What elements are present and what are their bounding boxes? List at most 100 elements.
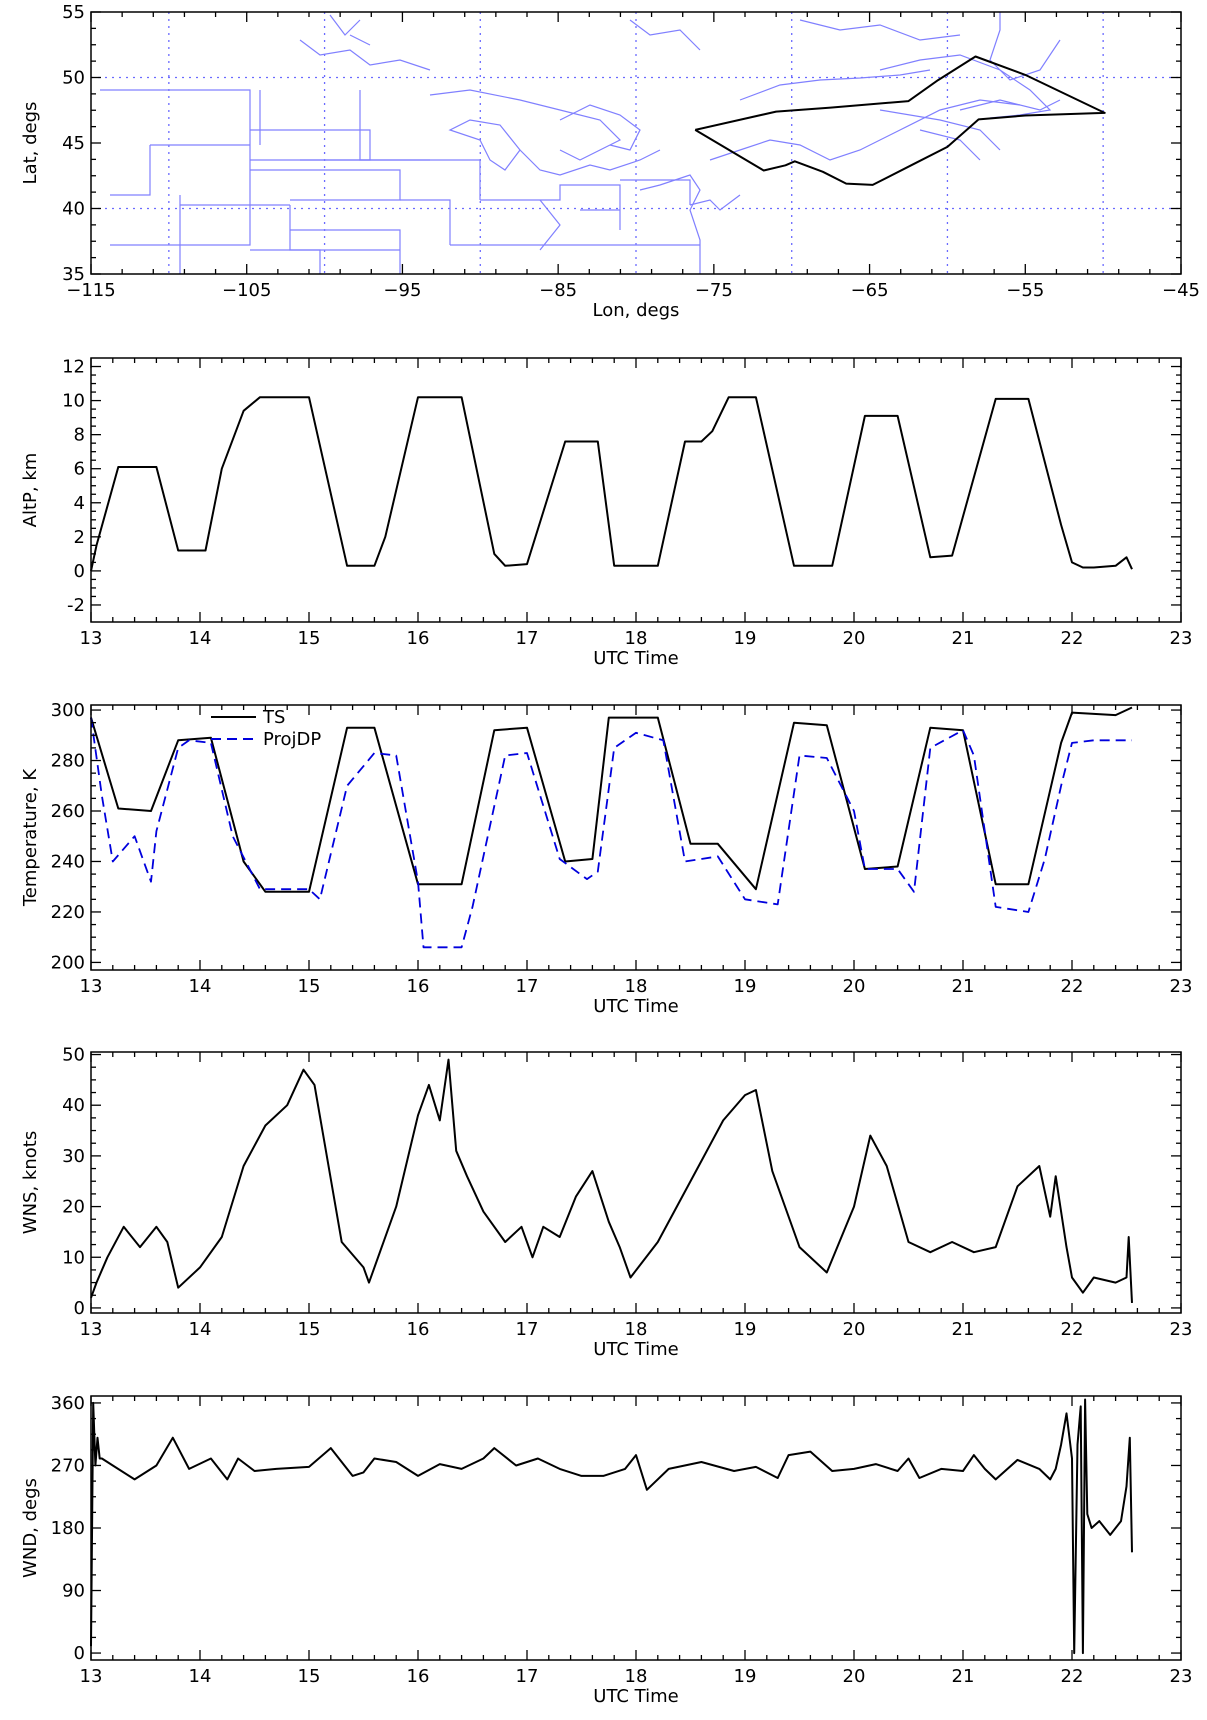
series-line-ts bbox=[90, 706, 1133, 893]
x-tick-label: −75 bbox=[695, 280, 733, 301]
x-tick-label: 14 bbox=[189, 976, 212, 997]
x-tick-label: 13 bbox=[80, 976, 103, 997]
x-tick-label: 14 bbox=[189, 1319, 212, 1340]
map-outline bbox=[989, 12, 1061, 81]
x-tick-label: 17 bbox=[516, 628, 539, 649]
y-tick-label: 10 bbox=[62, 1247, 85, 1268]
ticks bbox=[90, 1052, 1182, 1313]
x-axis-label: UTC Time bbox=[593, 1339, 678, 1360]
map-outline bbox=[539, 199, 620, 251]
series-line-wnd bbox=[90, 1398, 1133, 1655]
map-outline bbox=[559, 104, 641, 151]
y-tick-label: 12 bbox=[62, 357, 85, 378]
y-tick-label: 4 bbox=[74, 493, 85, 514]
x-axis-label: UTC Time bbox=[593, 996, 678, 1017]
plot-frame bbox=[90, 1395, 1182, 1661]
y-axis-label: WNS, knots bbox=[20, 1131, 41, 1234]
plot-frame bbox=[90, 704, 1182, 971]
x-tick-label: 22 bbox=[1061, 976, 1084, 997]
x-tick-label: 13 bbox=[80, 628, 103, 649]
panel-wnd: 13 14 15 16 17 18 19 20 21 22 23 0 90 180 270 360 UTC Ti… bbox=[20, 1393, 1192, 1707]
x-tick-label: 19 bbox=[734, 976, 757, 997]
x-tick-label: 23 bbox=[1170, 1319, 1193, 1340]
x-axis-label: Lon, degs bbox=[593, 300, 680, 321]
x-tick-label: 16 bbox=[407, 1319, 430, 1340]
x-tick-label: 22 bbox=[1061, 1319, 1084, 1340]
x-tick-label: −105 bbox=[222, 280, 271, 301]
panel-temperature: 13 14 15 16 17 18 19 20 21 22 23 200 220 240 260 280 300… bbox=[20, 700, 1192, 1017]
map-outline bbox=[879, 109, 1001, 151]
y-tick-label: 180 bbox=[51, 1518, 85, 1539]
y-axis-label: Lat, degs bbox=[20, 102, 41, 185]
x-tick-label: 18 bbox=[625, 628, 648, 649]
y-tick-label: 0 bbox=[74, 1643, 85, 1664]
map-outlines bbox=[100, 12, 1061, 274]
x-tick-label: 23 bbox=[1170, 628, 1193, 649]
x-axis-label: UTC Time bbox=[593, 648, 678, 669]
y-axis-label: AltP, km bbox=[20, 453, 41, 528]
map-outline bbox=[879, 54, 1052, 119]
map-outline bbox=[450, 184, 700, 246]
y-tick-label: 6 bbox=[74, 459, 85, 480]
plot-frame bbox=[90, 357, 1182, 623]
ticks bbox=[90, 11, 1182, 275]
y-tick-label: 10 bbox=[62, 391, 85, 412]
map-outline bbox=[250, 229, 401, 274]
x-axis-label: UTC Time bbox=[593, 1686, 678, 1707]
y-tick-label: -2 bbox=[67, 595, 85, 616]
y-axis-label: Temperature, K bbox=[20, 768, 41, 907]
x-tick-label: 22 bbox=[1061, 628, 1084, 649]
y-tick-label: 0 bbox=[74, 1298, 85, 1319]
x-tick-label: 19 bbox=[734, 1319, 757, 1340]
y-tick-label: 30 bbox=[62, 1146, 85, 1167]
x-tick-label: 21 bbox=[952, 976, 975, 997]
series-line-projdp bbox=[90, 717, 1132, 949]
map-outline bbox=[919, 129, 981, 161]
y-tick-label: 8 bbox=[74, 425, 85, 446]
x-tick-label: 19 bbox=[734, 1666, 757, 1687]
plot-frame bbox=[90, 11, 1182, 275]
x-tick-label: 18 bbox=[625, 1319, 648, 1340]
x-tick-label: 15 bbox=[298, 1666, 321, 1687]
x-tick-label: 14 bbox=[189, 1666, 212, 1687]
map-outline bbox=[289, 199, 451, 251]
y-tick-label: 20 bbox=[62, 1197, 85, 1218]
x-tick-label: −65 bbox=[851, 280, 889, 301]
map-outline bbox=[359, 90, 481, 200]
y-tick-label: 0 bbox=[74, 561, 85, 582]
map-outline bbox=[100, 89, 251, 246]
x-tick-label: 18 bbox=[625, 1666, 648, 1687]
ticks bbox=[90, 1396, 1182, 1660]
y-tick-label: 50 bbox=[62, 1045, 85, 1066]
x-tick-label: −95 bbox=[383, 280, 421, 301]
map-outline bbox=[629, 19, 701, 51]
x-tick-label: −45 bbox=[1162, 280, 1200, 301]
series-line-flight-track bbox=[694, 55, 1106, 186]
x-tick-label: 15 bbox=[298, 1319, 321, 1340]
series-line-wns bbox=[90, 1058, 1133, 1303]
y-tick-label: 360 bbox=[51, 1393, 85, 1414]
panel-altp: 13 14 15 16 17 18 19 20 21 22 23 -2 0 2 4 6 8 10 12 UTC Tim… bbox=[20, 357, 1192, 669]
map-outline bbox=[179, 195, 290, 274]
x-tick-label: 22 bbox=[1061, 1666, 1084, 1687]
x-tick-label: 20 bbox=[843, 1666, 866, 1687]
x-tick-label: 17 bbox=[516, 1666, 539, 1687]
map-outline bbox=[959, 99, 1061, 111]
y-tick-label: 270 bbox=[51, 1455, 85, 1476]
x-tick-label: 20 bbox=[843, 976, 866, 997]
x-tick-label: 20 bbox=[843, 1319, 866, 1340]
x-tick-label: 16 bbox=[407, 976, 430, 997]
y-tick-label: 200 bbox=[51, 952, 85, 973]
panel-map: −115 −105 −95 −85 −75 −65 −55 −45 35 40 45 50 55 Lon,… bbox=[20, 2, 1200, 321]
y-tick-label: 35 bbox=[62, 264, 85, 285]
x-tick-label: 21 bbox=[952, 1666, 975, 1687]
y-tick-label: 220 bbox=[51, 902, 85, 923]
y-tick-label: 40 bbox=[62, 1095, 85, 1116]
map-outline bbox=[110, 144, 250, 196]
x-tick-label: 21 bbox=[952, 628, 975, 649]
x-tick-label: 23 bbox=[1170, 976, 1193, 997]
x-tick-label: 18 bbox=[625, 976, 648, 997]
x-tick-label: 15 bbox=[298, 976, 321, 997]
